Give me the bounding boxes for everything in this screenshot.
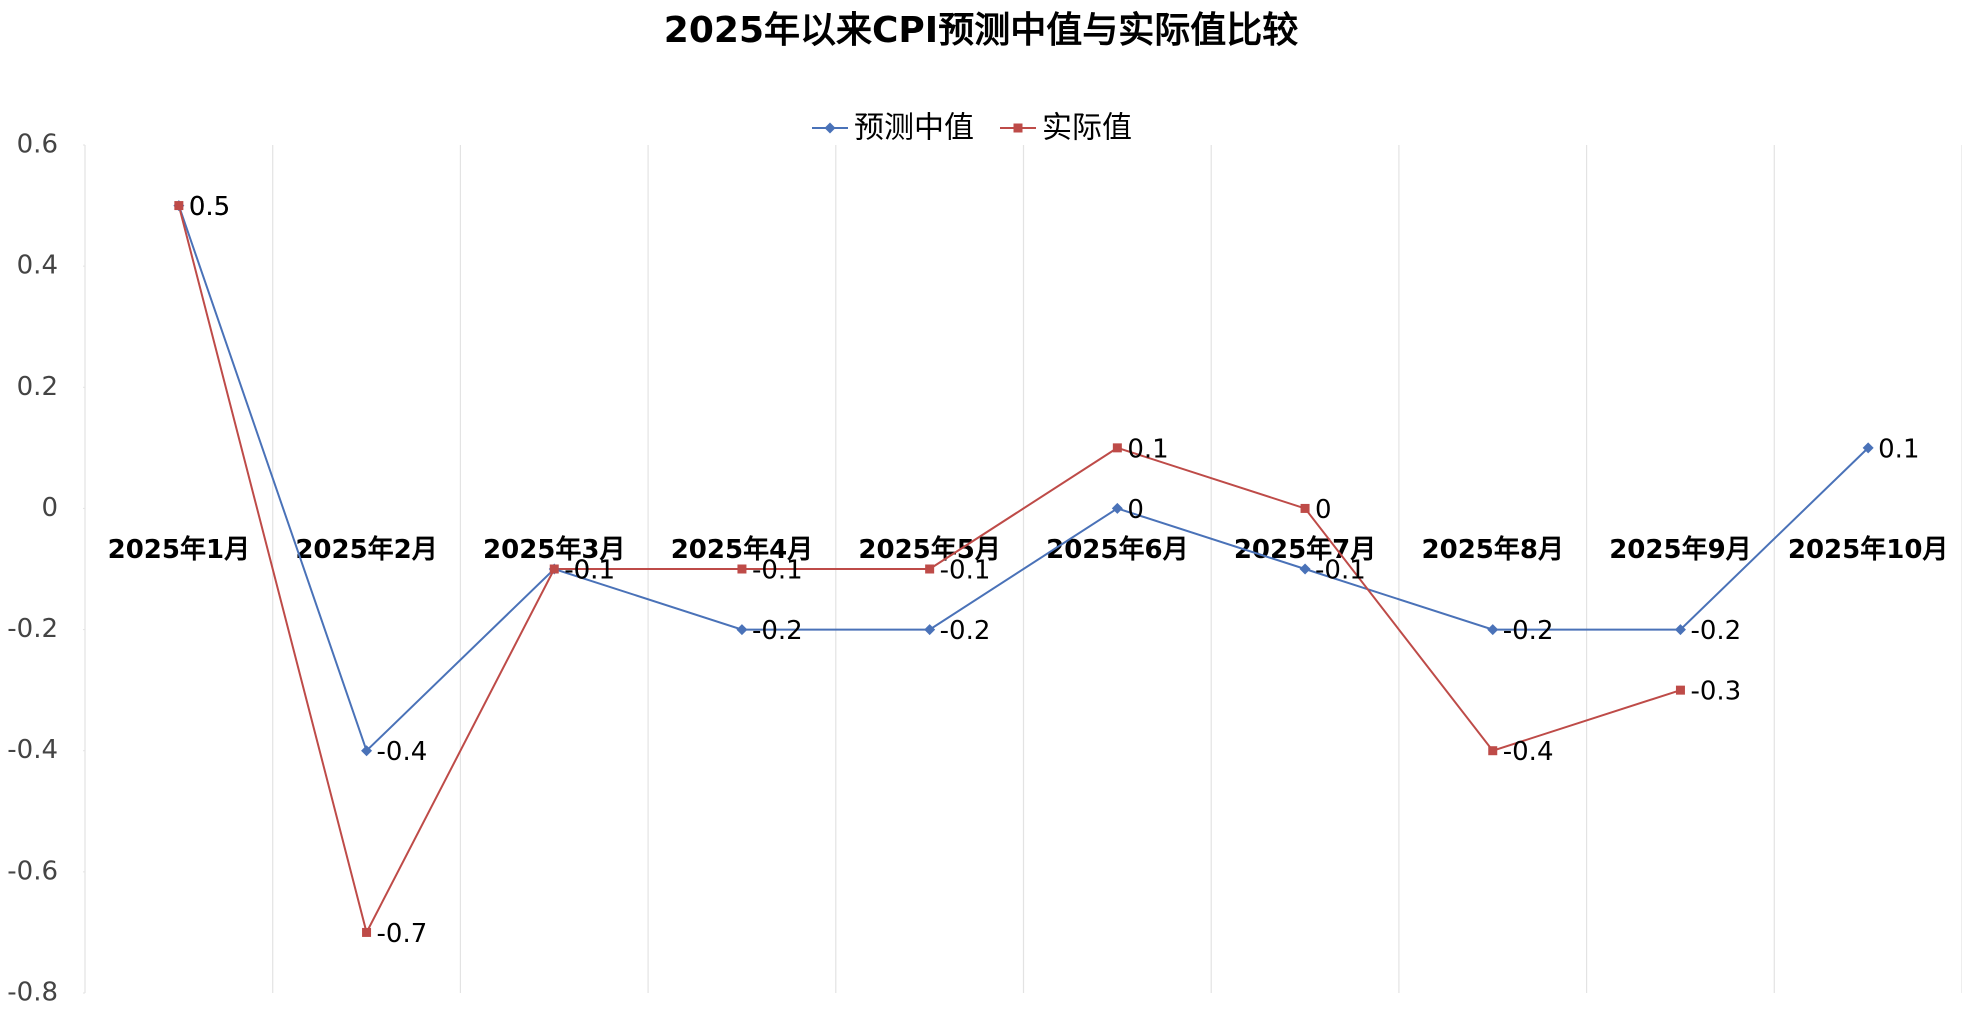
data-point — [924, 624, 936, 636]
data-label: -0.2 — [752, 616, 803, 646]
data-label: -0.1 — [1315, 556, 1366, 586]
data-label: -0.2 — [1690, 616, 1741, 646]
data-point — [1112, 443, 1122, 453]
data-point — [1299, 563, 1311, 575]
data-label: 0.5 — [189, 192, 230, 222]
x-tick-label: 2025年10月 — [1788, 534, 1949, 565]
data-point — [1488, 746, 1498, 756]
x-tick-label: 2025年7月 — [1234, 534, 1376, 565]
y-tick-label: -0.2 — [7, 614, 58, 644]
x-tick-label: 2025年2月 — [295, 534, 437, 565]
data-label: 0 — [1315, 495, 1332, 525]
data-point — [925, 564, 935, 574]
data-label: 0.5 — [189, 192, 230, 222]
data-point — [736, 624, 748, 636]
data-point — [1300, 503, 1310, 513]
y-tick-label: -0.6 — [7, 856, 58, 886]
data-point — [549, 564, 559, 574]
x-tick-label: 2025年3月 — [483, 534, 625, 565]
data-label: -0.1 — [752, 556, 803, 586]
data-point — [1862, 442, 1874, 454]
chart-title: 2025年以来CPI预测中值与实际值比较 — [664, 10, 1298, 51]
y-tick-label: -0.4 — [7, 735, 58, 765]
data-point — [1111, 502, 1123, 514]
data-label: 0 — [1127, 495, 1144, 525]
data-point — [362, 927, 372, 937]
y-tick-label: 0.2 — [17, 372, 58, 402]
x-tick-label: 2025年4月 — [671, 534, 813, 565]
data-point — [174, 201, 184, 211]
data-point — [361, 745, 373, 757]
y-tick-label: -0.8 — [7, 978, 58, 1008]
data-label: -0.1 — [564, 556, 615, 586]
data-label: 0.1 — [1878, 434, 1919, 464]
legend-marker — [1013, 123, 1023, 133]
x-tick-label: 2025年6月 — [1046, 534, 1188, 565]
data-label: 0.1 — [1127, 434, 1168, 464]
x-tick-label: 2025年9月 — [1609, 534, 1751, 565]
data-label: -0.4 — [377, 737, 428, 767]
data-label: -0.2 — [940, 616, 991, 646]
data-label: -0.3 — [1690, 677, 1741, 707]
legend-marker — [824, 122, 836, 134]
data-point — [1487, 624, 1499, 636]
y-tick-label: 0.4 — [17, 251, 58, 281]
data-point — [737, 564, 747, 574]
data-label: -0.4 — [1503, 737, 1554, 767]
data-label: -0.1 — [940, 556, 991, 586]
x-tick-label: 2025年8月 — [1422, 534, 1564, 565]
data-label: -0.1 — [564, 556, 615, 586]
data-point — [1674, 624, 1686, 636]
data-point — [1675, 685, 1685, 695]
y-tick-label: 0 — [41, 493, 58, 523]
y-tick-label: 0.6 — [17, 130, 58, 160]
data-label: -0.7 — [377, 919, 428, 949]
legend-label: 实际值 — [1042, 111, 1132, 146]
x-tick-label: 2025年1月 — [108, 534, 250, 565]
series-line — [177, 205, 1869, 753]
legend-label: 预测中值 — [854, 111, 974, 146]
data-label: -0.2 — [1503, 616, 1554, 646]
